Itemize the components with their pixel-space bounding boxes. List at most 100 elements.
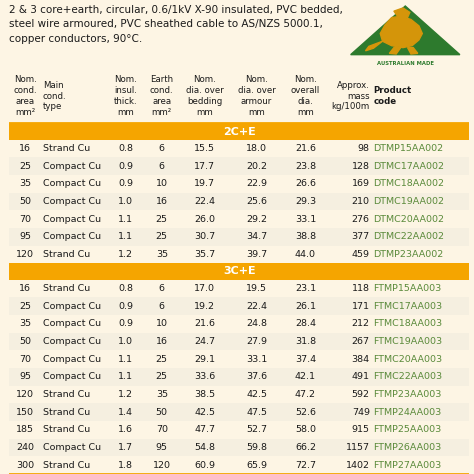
Text: 25: 25 (156, 372, 168, 381)
Text: 1.2: 1.2 (118, 250, 133, 259)
Text: FTMP24AA003: FTMP24AA003 (374, 408, 442, 417)
Text: 18.0: 18.0 (246, 144, 267, 153)
Text: 95: 95 (19, 372, 31, 381)
Text: 34.7: 34.7 (246, 232, 267, 241)
Text: 21.6: 21.6 (194, 319, 215, 328)
Text: Compact Cu: Compact Cu (43, 355, 101, 364)
Text: 31.8: 31.8 (295, 337, 316, 346)
Text: DTMC22AA002: DTMC22AA002 (374, 232, 445, 241)
Bar (9, 386, 469, 403)
Text: Nom.
insul.
thick.
mm: Nom. insul. thick. mm (114, 75, 137, 117)
Text: 19.5: 19.5 (246, 284, 267, 293)
Bar (9, 438, 469, 456)
Text: 169: 169 (352, 179, 370, 188)
Text: 16: 16 (156, 197, 168, 206)
Text: 10: 10 (156, 319, 168, 328)
Text: 72.7: 72.7 (295, 461, 316, 470)
Text: 16: 16 (156, 337, 168, 346)
Text: 0.8: 0.8 (118, 284, 133, 293)
Text: 2C+E: 2C+E (223, 127, 256, 137)
Text: Nom.
dia. over
bedding
mm: Nom. dia. over bedding mm (186, 75, 224, 117)
Bar (9, 368, 469, 386)
Polygon shape (351, 6, 460, 55)
Text: 384: 384 (352, 355, 370, 364)
Text: 27.9: 27.9 (246, 337, 267, 346)
Text: 29.3: 29.3 (295, 197, 316, 206)
Text: 0.9: 0.9 (118, 319, 133, 328)
Text: 592: 592 (352, 390, 370, 399)
Text: 377: 377 (352, 232, 370, 241)
Text: 23.8: 23.8 (295, 162, 316, 171)
Text: 37.6: 37.6 (246, 372, 267, 381)
Polygon shape (394, 8, 410, 18)
Text: 29.2: 29.2 (246, 215, 267, 224)
Text: 38.8: 38.8 (295, 232, 316, 241)
Text: 35: 35 (19, 319, 31, 328)
Bar (9, 456, 469, 474)
Text: Compact Cu: Compact Cu (43, 179, 101, 188)
Bar (9, 333, 469, 350)
Text: 95: 95 (156, 443, 168, 452)
Text: 22.4: 22.4 (194, 197, 215, 206)
Text: 10: 10 (156, 179, 168, 188)
Text: 35.7: 35.7 (194, 250, 216, 259)
Text: 42.5: 42.5 (246, 390, 267, 399)
Bar (9, 192, 469, 210)
Text: 25.6: 25.6 (246, 197, 267, 206)
Text: 26.6: 26.6 (295, 179, 316, 188)
Text: 30.7: 30.7 (194, 232, 216, 241)
Text: 22.9: 22.9 (246, 179, 267, 188)
Text: 300: 300 (16, 461, 34, 470)
Text: 52.6: 52.6 (295, 408, 316, 417)
Text: FTMP26AA003: FTMP26AA003 (374, 443, 442, 452)
Text: DTMC20AA002: DTMC20AA002 (374, 215, 445, 224)
Text: FTMC22AA003: FTMC22AA003 (374, 372, 443, 381)
Text: FTMP23AA003: FTMP23AA003 (374, 390, 442, 399)
Text: 276: 276 (352, 215, 370, 224)
Text: 0.9: 0.9 (118, 162, 133, 171)
Text: FTMC17AA003: FTMC17AA003 (374, 301, 443, 310)
Text: DTMC17AA002: DTMC17AA002 (374, 162, 445, 171)
Text: 240: 240 (16, 443, 34, 452)
Text: 52.7: 52.7 (246, 425, 267, 434)
Text: 25: 25 (19, 301, 31, 310)
Text: Compact Cu: Compact Cu (43, 197, 101, 206)
Polygon shape (380, 16, 422, 47)
Text: 3C+E: 3C+E (223, 266, 255, 276)
Text: 185: 185 (16, 425, 34, 434)
Text: 35: 35 (156, 390, 168, 399)
Text: 491: 491 (352, 372, 370, 381)
Text: 150: 150 (16, 408, 34, 417)
Polygon shape (389, 47, 401, 54)
Text: 16: 16 (19, 284, 31, 293)
Text: 118: 118 (352, 284, 370, 293)
Text: Compact Cu: Compact Cu (43, 372, 101, 381)
Text: DTMC18AA002: DTMC18AA002 (374, 179, 445, 188)
Text: FTMP27AA003: FTMP27AA003 (374, 461, 442, 470)
Text: Product
code: Product code (374, 86, 411, 106)
Text: 58.0: 58.0 (295, 425, 316, 434)
Text: FTMP15AA003: FTMP15AA003 (374, 284, 442, 293)
Text: 25: 25 (156, 215, 168, 224)
Text: 6: 6 (159, 162, 165, 171)
Text: Main
cond.
type: Main cond. type (43, 81, 66, 111)
Bar (9, 228, 469, 246)
Bar (9, 157, 469, 175)
Text: 1.6: 1.6 (118, 425, 133, 434)
Text: 98: 98 (358, 144, 370, 153)
Text: 47.7: 47.7 (194, 425, 215, 434)
Text: 267: 267 (352, 337, 370, 346)
Text: 749: 749 (352, 408, 370, 417)
Text: 44.0: 44.0 (295, 250, 316, 259)
Text: AUSTRALIAN MADE: AUSTRALIAN MADE (377, 61, 434, 65)
Text: 120: 120 (16, 390, 34, 399)
Text: 28.4: 28.4 (295, 319, 316, 328)
Text: FTMC20AA003: FTMC20AA003 (374, 355, 443, 364)
Bar (9, 175, 469, 192)
Bar (9, 403, 469, 421)
Bar (9, 210, 469, 228)
Text: Nom.
dia. over
armour
mm: Nom. dia. over armour mm (238, 75, 275, 117)
Text: 1.7: 1.7 (118, 443, 133, 452)
Text: 60.9: 60.9 (194, 461, 215, 470)
Text: 6: 6 (159, 144, 165, 153)
